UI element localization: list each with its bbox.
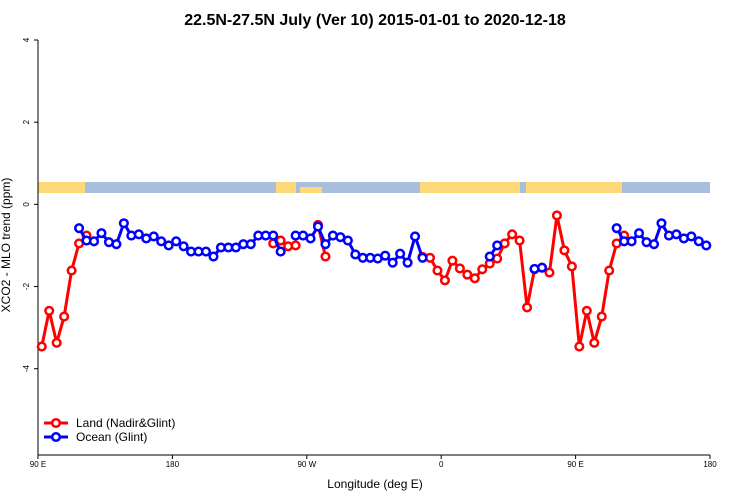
data-point [514,235,525,246]
data-point [536,262,548,273]
x-tick-label: 0 [439,460,444,469]
data-point [171,236,182,247]
data-point [462,269,473,280]
data-point [604,265,615,276]
data-point [559,245,570,256]
data-point [200,246,212,257]
data-point [484,251,495,262]
data-point [417,252,428,263]
data-point [96,228,107,239]
data-point [208,251,219,262]
data-point [59,311,70,322]
data-point [148,231,159,242]
data-point [634,228,645,239]
x-axis-label: Longitude (deg E) [327,477,422,491]
data-point [693,236,704,247]
y-axis-label: XCO2 - MLO trend (ppm) [0,178,13,313]
y-tick-label: 0 [22,202,31,207]
data-point [305,233,316,244]
x-tick-label: 90 E [567,460,583,469]
data-point [66,265,77,276]
land-patch [526,182,622,193]
data-point [447,255,458,266]
data-point [178,241,189,252]
chart-title: 22.5N-27.5N July (Ver 10) 2015-01-01 to … [184,12,566,29]
legend-label: Land (Nadir&Glint) [76,416,175,430]
data-point [51,337,62,348]
data-point [454,263,465,274]
land-patch [300,187,322,193]
data-point [44,305,55,316]
data-point [701,240,712,251]
y-tick-label: 4 [22,37,31,42]
data-point [387,257,398,268]
x-tick-label: 90 E [30,460,46,469]
map-strip [38,182,710,193]
data-point [671,229,682,240]
y-tick-label: -4 [22,365,31,373]
y-tick-label: -2 [22,282,31,290]
data-point [320,239,331,250]
data-point [626,236,637,247]
data-point [656,218,667,229]
data-point [686,231,697,242]
data-point [507,229,518,240]
land-patch [420,182,520,193]
data-point [268,230,279,241]
data-point [410,231,421,242]
land-patch [276,182,296,193]
data-point [275,246,286,257]
data-point [88,236,100,247]
data-point [477,264,488,275]
x-tick-label: 90 W [297,460,316,469]
data-point [118,218,129,229]
y-tick-label: 2 [22,119,31,124]
legend-label: Ocean (Glint) [76,430,147,444]
data-point [581,305,592,316]
data-point [566,261,577,272]
data-point [342,235,353,246]
data-point [395,248,406,259]
data-point [156,236,167,247]
x-tick-label: 180 [166,460,180,469]
data-point [320,251,331,262]
data-point [611,223,622,234]
data-point [551,210,562,221]
legend-marker [50,431,62,443]
data-point [74,223,85,234]
data-point [380,250,391,261]
data-point [589,337,600,348]
data-point [432,265,443,276]
data-point [290,240,301,251]
x-tick-label: 180 [703,460,717,469]
land-patch [38,182,85,193]
data-point [596,311,607,322]
legend-marker [50,417,62,429]
data-point [312,221,324,232]
data-point [111,239,122,250]
data-point [133,229,144,240]
data-point [574,341,585,352]
data-point [492,240,503,251]
data-point [439,275,450,286]
data-point [36,341,47,352]
data-point [245,239,256,250]
ocean-band [38,182,710,193]
data-point [469,273,480,284]
data-point [544,267,555,278]
data-point [402,257,413,268]
data-point [522,302,533,313]
data-point [163,240,174,251]
data-point [648,239,660,250]
